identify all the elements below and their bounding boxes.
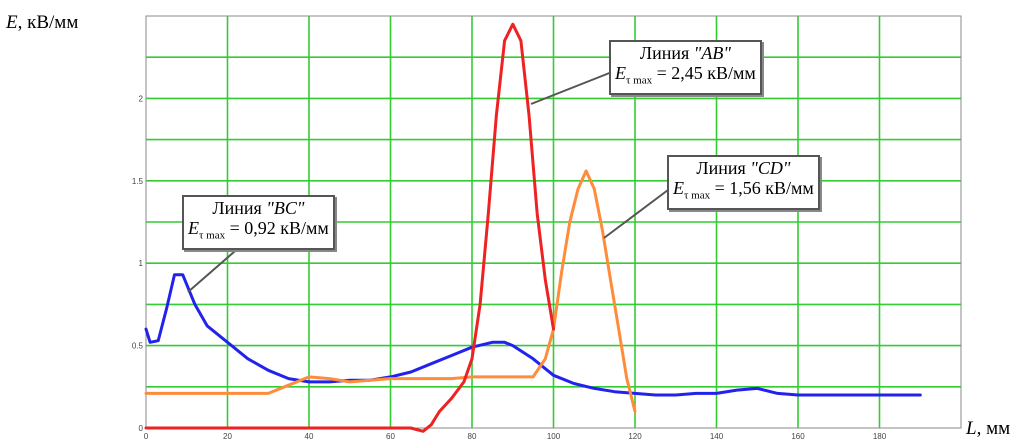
x-tick-label: 100 [547, 432, 561, 441]
y-axis-label: E, кВ/мм [6, 12, 79, 33]
x-axis-label: L, мм [966, 418, 1011, 439]
annotation-line-cd: Линия "CD" Eτ max = 1,56 кВ/мм [667, 155, 820, 210]
leader-ab [530, 71, 613, 105]
y-tick-label: 2 [139, 94, 144, 103]
x-tick-label: 140 [710, 432, 724, 441]
x-tick-label: 60 [386, 432, 395, 441]
x-tick-label: 120 [628, 432, 642, 441]
x-tick-label: 0 [144, 432, 149, 441]
x-tick-label: 180 [873, 432, 887, 441]
series-line-ab [144, 22, 555, 433]
series-line-cd [144, 169, 637, 413]
callout-leaders [187, 71, 669, 293]
y-tick-label: 0.5 [132, 342, 144, 351]
x-tick-label: 40 [305, 432, 314, 441]
x-tick-label: 160 [791, 432, 805, 441]
x-tick-label: 20 [223, 432, 232, 441]
tick-labels: 0 20 40 60 80 100 120 140 160 180 0 0.5 1 1.5 2 [132, 94, 887, 441]
y-tick-label: 1 [139, 259, 144, 268]
leader-cd [603, 189, 669, 239]
y-tick-label: 0 [139, 424, 144, 433]
annotation-line-bc: Линия "BC" Eτ max = 0,92 кВ/мм [182, 195, 335, 250]
x-tick-label: 80 [468, 432, 477, 441]
plot-frame [145, 15, 962, 429]
series-layer [144, 22, 922, 433]
annotation-line-ab: Линия "AB" Eτ max = 2,45 кВ/мм [609, 40, 762, 95]
series-line-bc [144, 273, 922, 397]
y-tick-label: 1.5 [132, 177, 144, 186]
